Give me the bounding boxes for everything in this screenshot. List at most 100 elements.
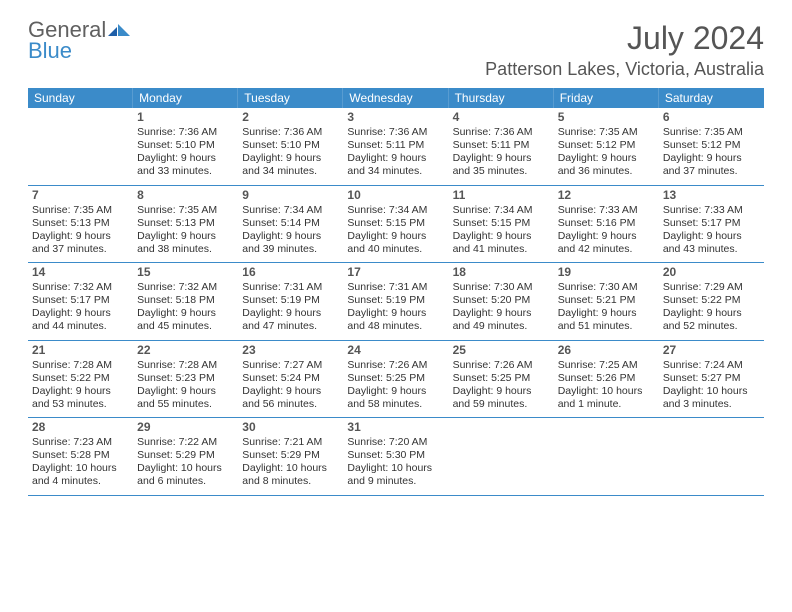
- sunrise-text: Sunrise: 7:34 AM: [242, 204, 339, 217]
- daylight-text-1: Daylight: 10 hours: [347, 462, 444, 475]
- daylight-text-2: and 53 minutes.: [32, 398, 129, 411]
- daylight-text-2: and 49 minutes.: [453, 320, 550, 333]
- daylight-text-2: and 1 minute.: [558, 398, 655, 411]
- daylight-text-2: and 55 minutes.: [137, 398, 234, 411]
- sunrise-text: Sunrise: 7:31 AM: [347, 281, 444, 294]
- daylight-text-2: and 9 minutes.: [347, 475, 444, 488]
- daylight-text-1: Daylight: 9 hours: [558, 307, 655, 320]
- sunset-text: Sunset: 5:22 PM: [32, 372, 129, 385]
- sunset-text: Sunset: 5:21 PM: [558, 294, 655, 307]
- calendar-cell: 10Sunrise: 7:34 AMSunset: 5:15 PMDayligh…: [343, 186, 448, 263]
- daylight-text-2: and 48 minutes.: [347, 320, 444, 333]
- daylight-text-1: Daylight: 9 hours: [32, 385, 129, 398]
- daylight-text-1: Daylight: 9 hours: [453, 307, 550, 320]
- weekday-header: Wednesday: [343, 88, 448, 108]
- sunset-text: Sunset: 5:17 PM: [663, 217, 760, 230]
- day-number: 23: [242, 343, 339, 358]
- daylight-text-1: Daylight: 9 hours: [347, 152, 444, 165]
- day-number: 4: [453, 110, 550, 125]
- sunrise-text: Sunrise: 7:34 AM: [347, 204, 444, 217]
- sunrise-text: Sunrise: 7:35 AM: [32, 204, 129, 217]
- daylight-text-2: and 37 minutes.: [663, 165, 760, 178]
- daylight-text-2: and 58 minutes.: [347, 398, 444, 411]
- sunrise-text: Sunrise: 7:32 AM: [32, 281, 129, 294]
- calendar-cell: 20Sunrise: 7:29 AMSunset: 5:22 PMDayligh…: [659, 263, 764, 340]
- calendar-cell: 21Sunrise: 7:28 AMSunset: 5:22 PMDayligh…: [28, 341, 133, 418]
- daylight-text-2: and 44 minutes.: [32, 320, 129, 333]
- sunrise-text: Sunrise: 7:30 AM: [453, 281, 550, 294]
- sunset-text: Sunset: 5:29 PM: [242, 449, 339, 462]
- daylight-text-2: and 45 minutes.: [137, 320, 234, 333]
- daylight-text-2: and 40 minutes.: [347, 243, 444, 256]
- daylight-text-1: Daylight: 9 hours: [558, 152, 655, 165]
- week-row: 14Sunrise: 7:32 AMSunset: 5:17 PMDayligh…: [28, 263, 764, 341]
- daylight-text-2: and 6 minutes.: [137, 475, 234, 488]
- daylight-text-2: and 39 minutes.: [242, 243, 339, 256]
- daylight-text-1: Daylight: 9 hours: [242, 307, 339, 320]
- calendar-cell: 22Sunrise: 7:28 AMSunset: 5:23 PMDayligh…: [133, 341, 238, 418]
- sunset-text: Sunset: 5:16 PM: [558, 217, 655, 230]
- sunrise-text: Sunrise: 7:31 AM: [242, 281, 339, 294]
- daylight-text-1: Daylight: 9 hours: [137, 230, 234, 243]
- day-number: 31: [347, 420, 444, 435]
- calendar-cell: 30Sunrise: 7:21 AMSunset: 5:29 PMDayligh…: [238, 418, 343, 495]
- daylight-text-1: Daylight: 9 hours: [347, 230, 444, 243]
- sunrise-text: Sunrise: 7:34 AM: [453, 204, 550, 217]
- day-number: 6: [663, 110, 760, 125]
- calendar-cell: 1Sunrise: 7:36 AMSunset: 5:10 PMDaylight…: [133, 108, 238, 185]
- sunset-text: Sunset: 5:13 PM: [32, 217, 129, 230]
- daylight-text-2: and 33 minutes.: [137, 165, 234, 178]
- weekday-row: SundayMondayTuesdayWednesdayThursdayFrid…: [28, 88, 764, 108]
- day-number: 28: [32, 420, 129, 435]
- day-number: 26: [558, 343, 655, 358]
- sunrise-text: Sunrise: 7:28 AM: [137, 359, 234, 372]
- sunrise-text: Sunrise: 7:35 AM: [663, 126, 760, 139]
- weekday-header: Saturday: [659, 88, 764, 108]
- daylight-text-1: Daylight: 9 hours: [242, 152, 339, 165]
- sunset-text: Sunset: 5:27 PM: [663, 372, 760, 385]
- sunset-text: Sunset: 5:14 PM: [242, 217, 339, 230]
- week-row: 1Sunrise: 7:36 AMSunset: 5:10 PMDaylight…: [28, 108, 764, 186]
- day-number: 15: [137, 265, 234, 280]
- calendar: SundayMondayTuesdayWednesdayThursdayFrid…: [28, 88, 764, 496]
- calendar-cell: 17Sunrise: 7:31 AMSunset: 5:19 PMDayligh…: [343, 263, 448, 340]
- calendar-cell: 4Sunrise: 7:36 AMSunset: 5:11 PMDaylight…: [449, 108, 554, 185]
- sunrise-text: Sunrise: 7:26 AM: [347, 359, 444, 372]
- daylight-text-1: Daylight: 10 hours: [32, 462, 129, 475]
- day-number: 13: [663, 188, 760, 203]
- daylight-text-1: Daylight: 9 hours: [137, 385, 234, 398]
- daylight-text-1: Daylight: 10 hours: [558, 385, 655, 398]
- daylight-text-2: and 37 minutes.: [32, 243, 129, 256]
- sunset-text: Sunset: 5:22 PM: [663, 294, 760, 307]
- sunset-text: Sunset: 5:11 PM: [453, 139, 550, 152]
- day-number: 5: [558, 110, 655, 125]
- sunset-text: Sunset: 5:10 PM: [242, 139, 339, 152]
- sunrise-text: Sunrise: 7:35 AM: [137, 204, 234, 217]
- calendar-cell: 31Sunrise: 7:20 AMSunset: 5:30 PMDayligh…: [343, 418, 448, 495]
- daylight-text-2: and 51 minutes.: [558, 320, 655, 333]
- day-number: 27: [663, 343, 760, 358]
- daylight-text-2: and 59 minutes.: [453, 398, 550, 411]
- daylight-text-2: and 34 minutes.: [242, 165, 339, 178]
- sunrise-text: Sunrise: 7:26 AM: [453, 359, 550, 372]
- weekday-header: Sunday: [28, 88, 133, 108]
- daylight-text-2: and 34 minutes.: [347, 165, 444, 178]
- calendar-cell: 7Sunrise: 7:35 AMSunset: 5:13 PMDaylight…: [28, 186, 133, 263]
- week-row: 21Sunrise: 7:28 AMSunset: 5:22 PMDayligh…: [28, 341, 764, 419]
- day-number: 8: [137, 188, 234, 203]
- calendar-cell: 26Sunrise: 7:25 AMSunset: 5:26 PMDayligh…: [554, 341, 659, 418]
- calendar-cell: 6Sunrise: 7:35 AMSunset: 5:12 PMDaylight…: [659, 108, 764, 185]
- daylight-text-2: and 47 minutes.: [242, 320, 339, 333]
- sunset-text: Sunset: 5:29 PM: [137, 449, 234, 462]
- daylight-text-1: Daylight: 9 hours: [453, 230, 550, 243]
- day-number: 14: [32, 265, 129, 280]
- sunset-text: Sunset: 5:13 PM: [137, 217, 234, 230]
- daylight-text-2: and 41 minutes.: [453, 243, 550, 256]
- sunrise-text: Sunrise: 7:29 AM: [663, 281, 760, 294]
- sunrise-text: Sunrise: 7:21 AM: [242, 436, 339, 449]
- weeks-container: 1Sunrise: 7:36 AMSunset: 5:10 PMDaylight…: [28, 108, 764, 496]
- daylight-text-2: and 36 minutes.: [558, 165, 655, 178]
- calendar-cell: 18Sunrise: 7:30 AMSunset: 5:20 PMDayligh…: [449, 263, 554, 340]
- calendar-cell: 9Sunrise: 7:34 AMSunset: 5:14 PMDaylight…: [238, 186, 343, 263]
- sunrise-text: Sunrise: 7:22 AM: [137, 436, 234, 449]
